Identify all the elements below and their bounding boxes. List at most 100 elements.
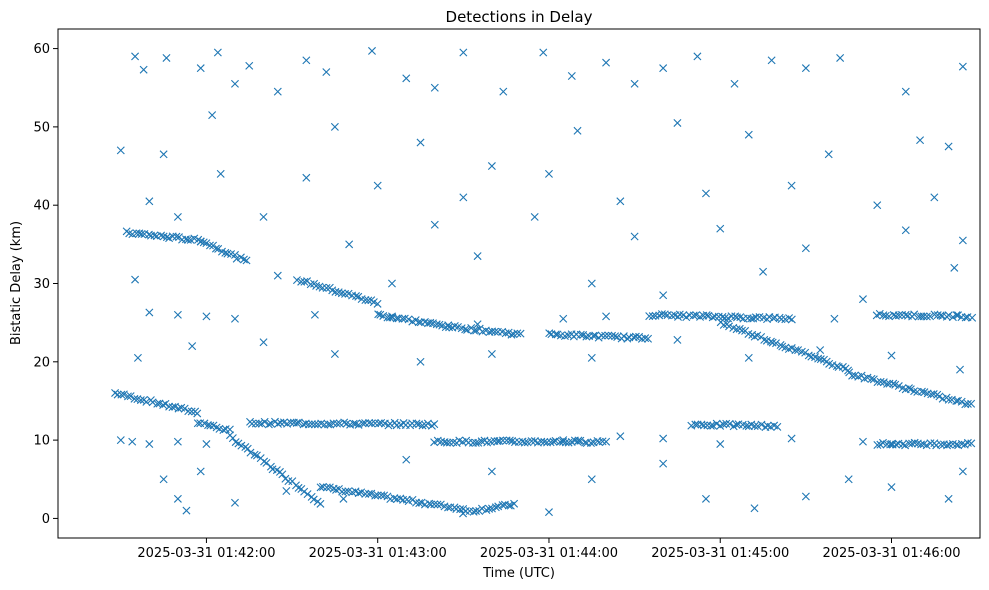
data-point [718,312,727,321]
data-point [182,506,191,515]
data-point [452,504,461,513]
data-point [300,487,309,496]
y-tick-label: 40 [33,199,50,214]
data-point [510,438,519,447]
data-point [659,291,668,300]
data-point [901,441,910,450]
data-point [641,334,650,343]
data-point [373,491,382,500]
data-point [545,329,554,338]
data-point [917,387,926,396]
data-point [274,419,282,428]
data-point [214,244,223,253]
data-point [111,388,120,397]
data-point [320,420,329,429]
data-point [712,419,721,428]
data-point [530,212,539,221]
data-point [414,318,423,327]
x-tick-label: 2025-03-31 01:43:00 [309,546,447,561]
data-point [119,390,128,399]
data-point [659,434,668,443]
data-point [750,332,759,341]
data-point [944,395,953,404]
data-point [693,420,702,429]
data-point [659,64,668,73]
data-point [714,312,723,321]
x-axis-ticks: 2025-03-31 01:42:00 2025-03-31 01:43:00 20… [137,538,961,561]
data-point [470,326,479,335]
data-point [426,318,435,327]
data-point [322,283,331,292]
data-point [351,419,360,428]
data-point [117,390,126,399]
data-point [706,421,715,430]
data-point [587,475,596,484]
data-point [485,504,494,513]
data-point [544,508,553,517]
data-point [885,312,893,321]
data-point [412,419,421,428]
data-point [759,267,768,276]
data-point [564,438,573,447]
data-point [245,61,254,70]
data-point [699,421,708,430]
data-point [219,426,228,434]
data-point [772,339,781,348]
data-point [292,419,301,428]
data-point [239,255,248,264]
data-point [444,321,453,330]
data-point [213,48,222,57]
data-point [961,313,970,322]
data-point [373,299,382,308]
data-point [159,401,168,410]
data-point [286,418,295,427]
data-point [302,173,311,182]
data-point [333,419,341,428]
data-point [329,419,338,428]
data-point [482,506,491,515]
data-point [956,365,965,374]
data-point [858,295,867,304]
data-point [371,419,380,428]
data-point [760,335,769,344]
data-point [744,353,753,362]
data-point [926,312,935,321]
data-point [302,56,311,65]
data-point [630,232,639,241]
data-point [292,276,301,285]
data-point [967,399,976,408]
data-point [498,501,507,510]
data-point [211,244,220,253]
data-point [487,162,496,171]
data-point [259,212,268,221]
data-point [709,421,718,430]
data-point [208,111,217,120]
data-point [773,422,782,431]
data-point [137,230,146,238]
data-point [967,439,976,448]
data-point [183,235,192,244]
data-point [442,438,451,447]
data-point [430,420,439,429]
data-point [692,311,701,320]
data-point [494,502,503,511]
data-point [631,332,640,341]
chart-title: Detections in Delay [446,8,593,26]
data-point [349,419,358,428]
data-point [869,375,878,384]
data-point [648,312,657,321]
data-point [371,491,380,500]
data-point [131,52,140,61]
data-point [471,438,480,447]
data-point [958,62,967,71]
data-point [619,332,628,341]
data-point [719,320,728,329]
data-point [136,396,145,405]
data-point [432,320,441,329]
data-point [199,238,208,247]
data-point [616,197,625,206]
data-point [747,314,756,323]
data-point [145,440,154,449]
data-point [430,83,439,92]
data-point [944,142,953,151]
